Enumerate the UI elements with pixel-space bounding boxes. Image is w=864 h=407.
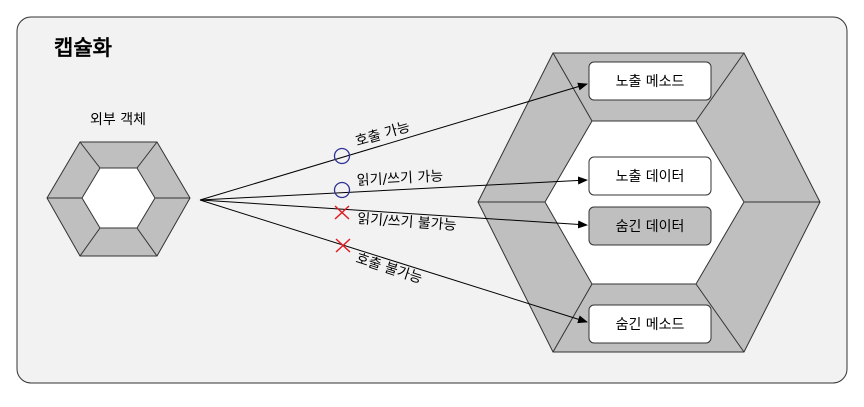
hidden-method-box: 숨긴 메소드 [588, 304, 712, 344]
rw-denied-label: 읽기/쓰기 불가능 [357, 211, 457, 234]
denied-x-icon [335, 238, 351, 253]
external-object-label: 외부 객체 [90, 112, 146, 128]
rw-allowed-label: 읽기/쓰기 가능 [356, 168, 443, 189]
exposed-data-label: 노출 데이터 [616, 169, 685, 185]
exposed-method-box: 노출 메소드 [588, 61, 712, 101]
hidden-data-label: 숨긴 데이터 [616, 219, 685, 235]
exposed-data-box: 노출 데이터 [588, 156, 712, 196]
allowed-circle-icon [333, 181, 351, 199]
external-object-hexagon [46, 141, 191, 257]
allowed-circle-icon [333, 147, 351, 165]
diagram-title: 캡슐화 [54, 36, 113, 60]
arrow-call-allowed [199, 82, 588, 201]
arrow-rw-allowed [199, 176, 588, 201]
arrow-rw-denied [199, 199, 588, 229]
arrow-call-denied [199, 199, 588, 324]
exposed-method-label: 노출 메소드 [616, 74, 685, 90]
denied-x-icon [334, 205, 350, 220]
hidden-data-box: 숨긴 데이터 [588, 206, 712, 246]
hidden-method-label: 숨긴 메소드 [616, 317, 685, 333]
